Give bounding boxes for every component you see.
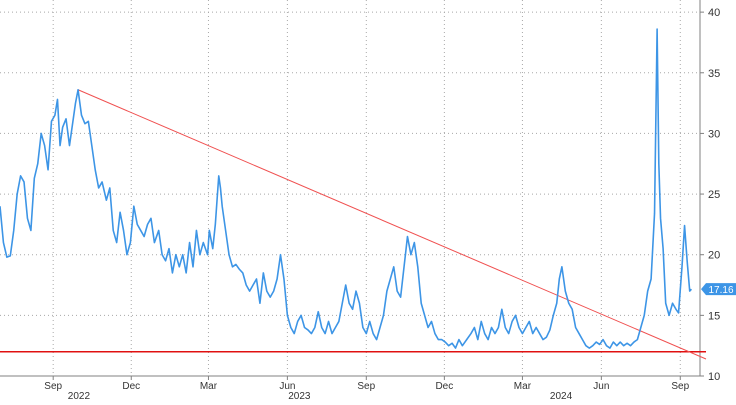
labels: 10 15 20 25 30 35 40 Sep Dec Mar Jun Sep Dec Mar Jun Se…	[44, 7, 736, 402]
trend-line	[77, 89, 707, 360]
last-value-label: 17.16	[708, 285, 733, 296]
y-tick-label: 30	[708, 128, 720, 140]
main-series-line	[0, 28, 693, 349]
x-tick-label: Dec	[122, 381, 140, 392]
y-tick-label: 25	[708, 189, 720, 201]
axes	[0, 0, 704, 380]
x-year-label: 2022	[68, 391, 91, 400]
y-tick-label: 40	[708, 7, 720, 19]
x-tick-label: Dec	[435, 381, 453, 392]
gridlines	[0, 0, 700, 376]
y-tick-label: 20	[708, 250, 720, 262]
y-tick-label: 10	[708, 371, 720, 383]
x-tick-label: Mar	[200, 381, 218, 392]
x-tick-label: Sep	[357, 381, 375, 392]
x-year-label: 2023	[288, 391, 311, 400]
last-value-badge	[701, 283, 736, 296]
y-tick-label: 15	[708, 310, 720, 322]
x-tick-label: Mar	[514, 381, 532, 392]
x-year-label: 2024	[550, 391, 573, 400]
y-tick-label: 35	[708, 68, 720, 80]
x-tick-label: Jun	[593, 381, 609, 392]
x-tick-label: Jun	[279, 381, 295, 392]
series-layer	[0, 28, 707, 360]
x-tick-label: Sep	[671, 381, 689, 392]
x-tick-label: Sep	[44, 381, 62, 392]
